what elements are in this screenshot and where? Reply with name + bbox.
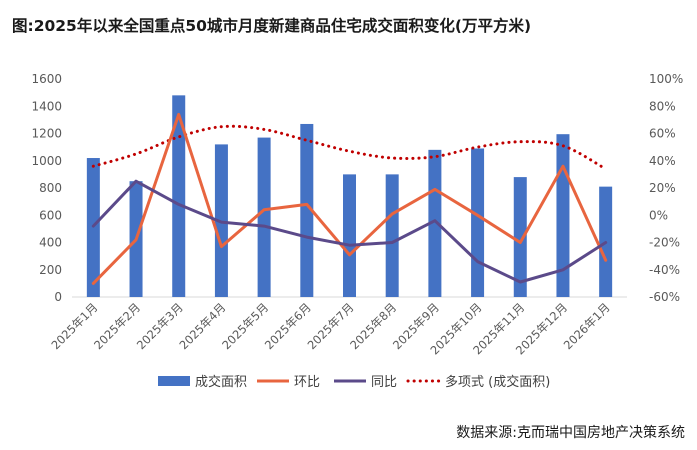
bar — [513, 177, 527, 297]
y-right-tick-label: 0% — [649, 208, 668, 222]
chart-source: 数据来源:克而瑞中国房地产决策系统 — [456, 425, 685, 441]
x-tick-label: 2026年1月 — [561, 300, 613, 352]
y-left-tick-label: 400 — [39, 236, 62, 250]
y-right-tick-label: 100% — [649, 72, 683, 86]
y-left-tick-label: 800 — [39, 181, 62, 195]
series-line-mom — [91, 112, 608, 285]
y-left-tick-label: 0 — [54, 290, 62, 304]
legend-trend-label: 多项式 (成交面积) — [445, 374, 550, 390]
bar — [172, 95, 186, 297]
y-right-tick-label: -40% — [649, 263, 680, 277]
bar — [428, 149, 442, 297]
y-left-tick-label: 1200 — [31, 127, 62, 141]
y-right-tick-label: -60% — [649, 290, 680, 304]
y-right-tick-label: 80% — [649, 99, 676, 113]
bar — [471, 148, 485, 297]
legend-line-mom-label: 环比 — [294, 375, 320, 390]
series-line-yoy — [91, 179, 608, 284]
bar — [257, 137, 271, 297]
bar — [300, 123, 314, 298]
y-left-tick-label: 600 — [39, 208, 62, 222]
legend-line-yoy-label: 同比 — [371, 375, 397, 390]
bar — [385, 174, 399, 297]
y-left-tick-label: 200 — [39, 263, 62, 277]
y-right-tick-label: 20% — [649, 181, 676, 195]
y-left-tick-label: 1600 — [31, 72, 62, 86]
legend-bar-area-label: 成交面积 — [195, 374, 247, 390]
trend-line-mom-area — [91, 124, 608, 171]
y-right-tick-label: -20% — [649, 236, 680, 250]
y-right-tick-label: 40% — [649, 154, 676, 168]
y-left-tick-label: 1400 — [31, 99, 62, 113]
y-right-tick-label: 60% — [649, 127, 676, 141]
y-left-tick-label: 1000 — [31, 154, 62, 168]
legend-bar-area-swatch — [158, 376, 190, 386]
chart-title: 图:2025年以来全国重点50城市月度新建商品住宅成交面积变化(万平方米) — [12, 17, 532, 35]
bar — [343, 174, 356, 297]
